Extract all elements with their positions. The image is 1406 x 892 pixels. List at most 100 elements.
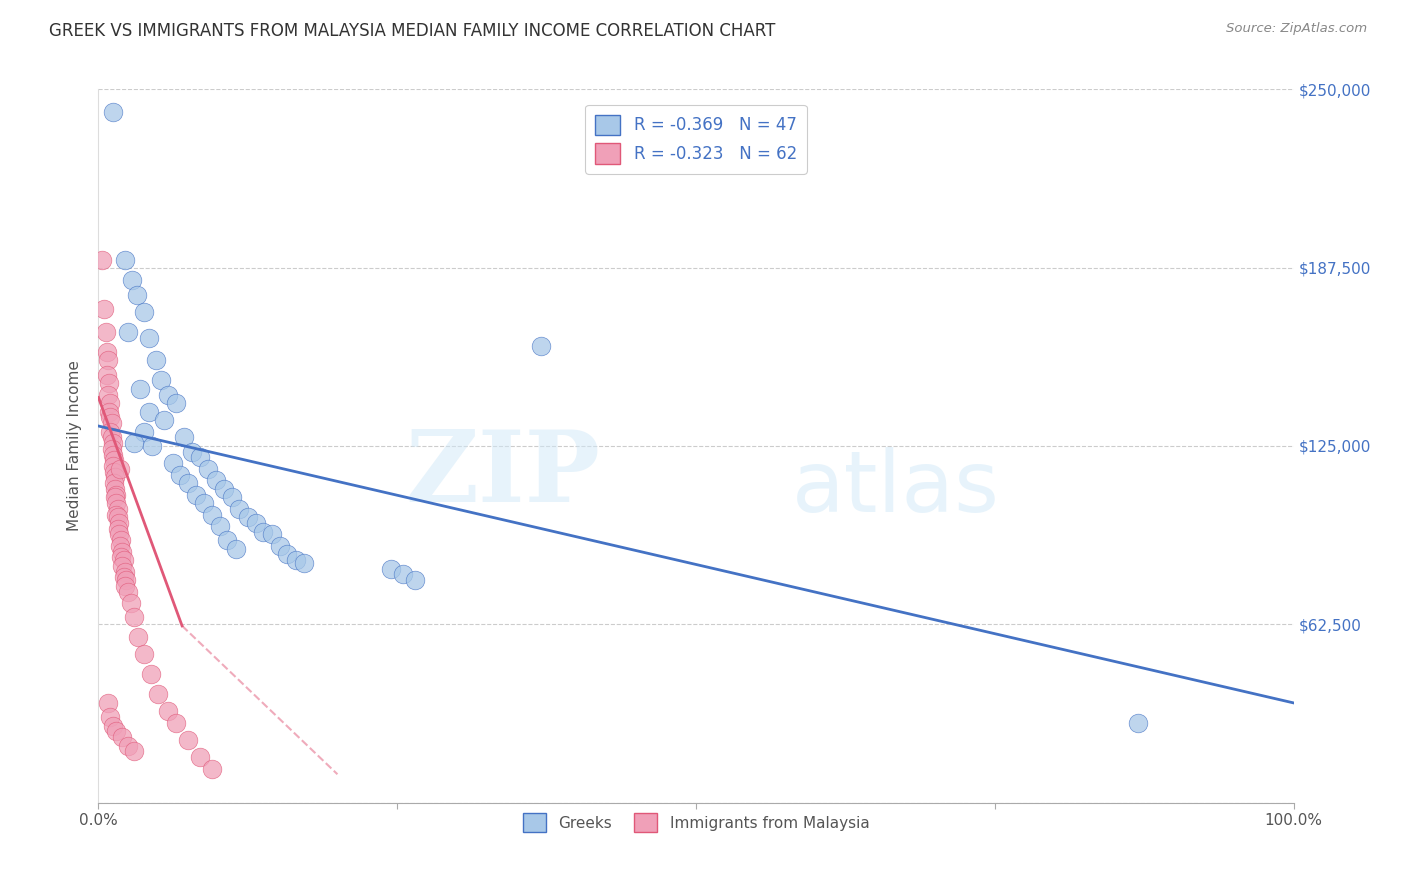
Point	[156, 705, 179, 719]
Point	[269, 539, 291, 553]
Point	[114, 565, 136, 579]
Point	[173, 430, 195, 444]
Point	[101, 448, 124, 462]
Point	[120, 596, 142, 610]
Point	[105, 724, 128, 739]
Point	[100, 430, 122, 444]
Point	[124, 610, 146, 624]
Point	[112, 570, 135, 584]
Point	[145, 353, 167, 368]
Point	[404, 573, 426, 587]
Point	[111, 558, 134, 573]
Point	[98, 425, 122, 439]
Point	[105, 496, 128, 510]
Point	[201, 508, 224, 522]
Point	[104, 470, 127, 484]
Point	[100, 416, 122, 430]
Point	[98, 405, 121, 419]
Point	[169, 467, 191, 482]
Point	[197, 462, 219, 476]
Point	[103, 453, 125, 467]
Point	[105, 487, 128, 501]
Point	[392, 567, 415, 582]
Point	[221, 491, 243, 505]
Point	[225, 541, 247, 556]
Point	[103, 465, 125, 479]
Point	[117, 584, 139, 599]
Point	[1128, 715, 1150, 730]
Point	[98, 710, 122, 724]
Point	[103, 476, 125, 491]
Point	[101, 436, 124, 450]
Legend: Greeks, Immigrants from Malaysia: Greeks, Immigrants from Malaysia	[516, 807, 876, 838]
Point	[96, 368, 118, 382]
Text: GREEK VS IMMIGRANTS FROM MALAYSIA MEDIAN FAMILY INCOME CORRELATION CHART: GREEK VS IMMIGRANTS FROM MALAYSIA MEDIAN…	[49, 22, 776, 40]
Point	[204, 473, 226, 487]
Point	[228, 501, 250, 516]
Point	[111, 544, 134, 558]
Point	[132, 425, 155, 439]
Point	[188, 750, 211, 764]
Point	[108, 462, 131, 476]
Point	[101, 105, 124, 120]
Text: ZIP: ZIP	[405, 426, 600, 523]
Point	[115, 573, 138, 587]
Point	[107, 501, 129, 516]
Point	[530, 339, 553, 353]
Point	[138, 405, 160, 419]
Point	[292, 556, 315, 570]
Point	[177, 476, 200, 491]
Point	[97, 387, 120, 401]
Text: Source: ZipAtlas.com: Source: ZipAtlas.com	[1226, 22, 1367, 36]
Point	[217, 533, 239, 548]
Point	[165, 715, 187, 730]
Point	[124, 436, 146, 450]
Point	[129, 382, 152, 396]
Point	[104, 482, 127, 496]
Point	[121, 273, 143, 287]
Point	[188, 450, 211, 465]
Point	[127, 630, 149, 644]
Point	[139, 667, 162, 681]
Point	[180, 444, 202, 458]
Point	[112, 553, 135, 567]
Point	[148, 687, 170, 701]
Point	[107, 516, 129, 530]
Point	[104, 491, 127, 505]
Point	[132, 648, 155, 662]
Point	[124, 744, 146, 758]
Text: atlas: atlas	[792, 447, 1000, 531]
Point	[245, 516, 267, 530]
Point	[100, 442, 122, 456]
Point	[110, 550, 132, 565]
Point	[93, 301, 115, 316]
Y-axis label: Median Family Income: Median Family Income	[67, 360, 83, 532]
Point	[101, 719, 124, 733]
Point	[98, 396, 122, 410]
Point	[97, 353, 120, 368]
Point	[193, 496, 215, 510]
Point	[98, 376, 121, 391]
Point	[284, 553, 307, 567]
Point	[236, 510, 259, 524]
Point	[117, 325, 139, 339]
Point	[117, 739, 139, 753]
Point	[260, 527, 283, 541]
Point	[201, 762, 224, 776]
Point	[108, 539, 131, 553]
Point	[97, 696, 120, 710]
Point	[138, 330, 160, 344]
Point	[141, 439, 163, 453]
Point	[114, 579, 136, 593]
Point	[94, 325, 117, 339]
Point	[162, 456, 184, 470]
Point	[107, 510, 129, 524]
Point	[98, 410, 122, 425]
Point	[177, 733, 200, 747]
Point	[91, 253, 114, 268]
Point	[212, 482, 235, 496]
Point	[110, 533, 132, 548]
Point	[105, 508, 128, 522]
Point	[186, 487, 208, 501]
Point	[114, 253, 136, 268]
